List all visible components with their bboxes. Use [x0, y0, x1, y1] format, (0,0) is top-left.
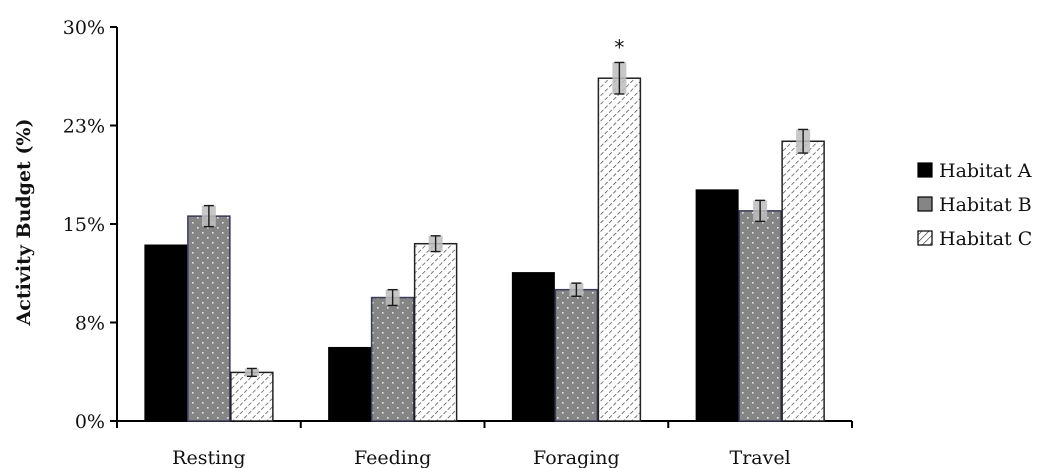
- legend-swatch: [917, 162, 933, 178]
- bar: [370, 296, 415, 422]
- legend-swatch: [917, 196, 933, 212]
- y-tick-label: 23%: [63, 116, 105, 138]
- bar: [511, 272, 555, 422]
- bar: [781, 140, 825, 422]
- bar: [230, 371, 274, 422]
- legend-label: Habitat C: [939, 228, 1032, 250]
- x-tick-label: Foraging: [533, 447, 620, 468]
- x-tick-label: Resting: [172, 447, 245, 468]
- x-tick-label: Feeding: [354, 447, 431, 468]
- bar: [738, 210, 782, 422]
- y-tick-label: 8%: [75, 313, 105, 335]
- legend-swatch: [917, 230, 933, 246]
- x-tick-label: Travel: [730, 447, 791, 468]
- legend: Habitat A Habitat B Habitat C: [917, 160, 1032, 250]
- error-bars: [201, 61, 811, 378]
- bar: [695, 189, 739, 422]
- y-axis-label: Activity Budget (%): [13, 119, 35, 327]
- legend-label: Habitat A: [939, 160, 1032, 182]
- annotations: *: [614, 35, 624, 59]
- y-axis-title: Activity Budget (%): [13, 119, 35, 327]
- bar: [413, 242, 458, 422]
- bar: [328, 346, 372, 422]
- bar: [187, 215, 231, 422]
- bar: [144, 244, 188, 422]
- bar: [554, 288, 599, 422]
- legend-label: Habitat B: [939, 194, 1032, 216]
- bars: [144, 77, 825, 422]
- y-tick-label: 30%: [63, 17, 105, 39]
- significance-marker: *: [614, 35, 624, 59]
- bar: [597, 77, 642, 422]
- y-tick-label: 0%: [75, 411, 105, 433]
- y-tick-label: 15%: [63, 214, 105, 236]
